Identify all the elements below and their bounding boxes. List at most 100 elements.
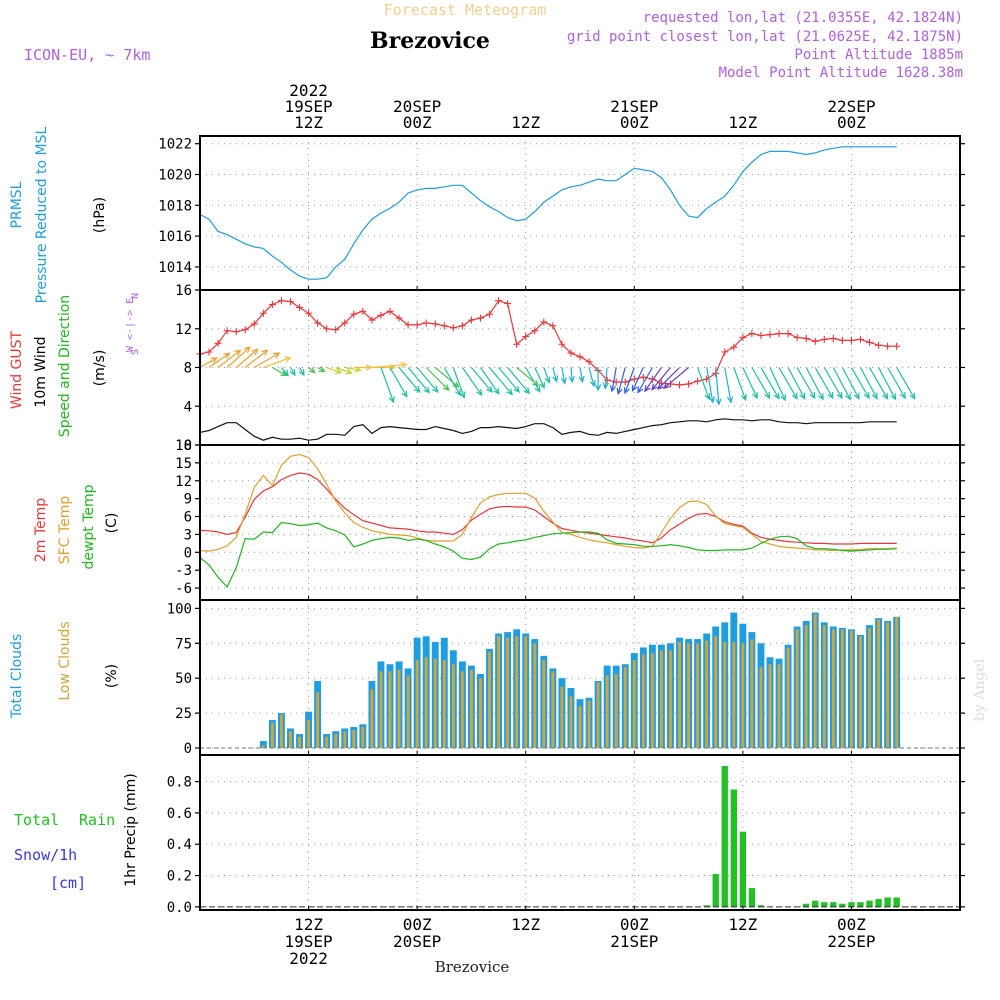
low-cloud-bar	[343, 731, 347, 749]
low-cloud-bar	[759, 667, 763, 749]
bottom-time-label: 12Z	[294, 915, 323, 934]
wind-arrow	[602, 367, 609, 390]
gust-point	[856, 335, 864, 343]
wind-arrow	[308, 366, 316, 374]
total-cloud-bar	[259, 741, 267, 749]
low-cloud-bar	[270, 722, 274, 749]
wind-arrow	[715, 367, 722, 406]
wind-arrow	[525, 367, 541, 393]
y-tick-label: 12	[175, 474, 192, 490]
gust-point	[549, 322, 557, 330]
gust-point	[811, 337, 819, 345]
requested-coords: requested lon,lat (21.0355E, 42.1824N)	[643, 10, 963, 26]
label-ms: (m/s)	[92, 350, 108, 387]
gust-point	[404, 321, 412, 329]
wind-arrow	[253, 352, 281, 369]
wind-arrow	[335, 366, 353, 375]
gust-point	[884, 342, 892, 350]
rain-bar	[839, 903, 846, 907]
meteogram-title: Forecast Meteogram	[384, 1, 547, 19]
low-cloud-bar	[460, 671, 464, 749]
wind-arrow	[706, 367, 715, 404]
wind-arrow	[498, 367, 520, 394]
gust-point	[223, 327, 231, 335]
label-wind-gust: Wind GUST	[9, 330, 25, 409]
low-cloud-bar	[605, 675, 609, 749]
temperature-panel: -6 -3 0 36 9 12 15 18	[175, 438, 965, 601]
wind-arrow	[244, 349, 269, 368]
wind-arrow	[534, 367, 545, 390]
gust-point	[205, 348, 213, 356]
rain-bar	[821, 902, 828, 907]
wind-arrow	[787, 367, 806, 400]
low-cloud-bar	[551, 671, 555, 749]
y-tick-label: 50	[175, 671, 192, 687]
series-wind-gust	[199, 299, 897, 386]
clouds-panel: 0 25 50 75 100	[167, 599, 965, 757]
low-cloud-bar	[488, 651, 491, 749]
low-cloud-bar	[261, 745, 265, 749]
wind-arrow	[832, 367, 851, 401]
low-cloud-bar	[813, 613, 817, 749]
gust-point	[793, 333, 801, 341]
precip-panel: 0.0 0.2 0.4 0.6 0.8	[167, 754, 965, 916]
wind-arrow	[751, 367, 771, 400]
gust-point	[449, 324, 457, 332]
rain-bar	[703, 905, 710, 907]
rain-bar	[712, 873, 719, 907]
low-cloud-bar	[406, 675, 410, 749]
gust-point	[368, 316, 376, 324]
gust-point	[504, 300, 512, 308]
y-tick-label: 0.8	[167, 775, 192, 791]
wind-arrow	[805, 367, 824, 401]
top-time-label: 00Z	[403, 113, 432, 132]
wind-arrow	[380, 367, 395, 404]
top-time-label: 20SEP	[393, 97, 441, 116]
low-cloud-bar	[388, 671, 392, 749]
label-prmsl: PRMSL	[9, 181, 25, 228]
gust-point	[838, 336, 846, 344]
wind-arrow	[371, 361, 408, 369]
bottom-time-label: 22SEP	[827, 932, 875, 951]
low-cloud-bar	[687, 643, 691, 749]
rain-bar	[875, 899, 882, 907]
wind-arrow	[289, 367, 296, 377]
wind-arrow	[217, 349, 242, 368]
y-tick-label: 8	[184, 361, 192, 377]
wind-arrow	[416, 367, 439, 394]
low-cloud-bar	[632, 660, 636, 749]
footer-location: Brezovice	[435, 958, 510, 976]
rain-bar	[757, 905, 765, 907]
wind-arrow	[552, 367, 559, 383]
gust-point	[458, 322, 466, 330]
low-cloud-bar	[596, 682, 600, 749]
gust-point	[802, 334, 810, 342]
gust-point	[332, 326, 340, 334]
label-total: Total	[14, 811, 59, 829]
top-time-label: 2022	[289, 81, 328, 100]
y-tick-label: -6	[175, 581, 192, 597]
wind-arrow	[637, 367, 653, 394]
low-cloud-bar	[533, 643, 537, 749]
low-cloud-bar	[506, 637, 510, 749]
gust-point	[305, 309, 313, 317]
wind-arrow	[651, 367, 671, 391]
wind-arrow	[814, 367, 834, 400]
y-tick-label: 4	[184, 399, 192, 415]
wind-arrow	[896, 367, 916, 400]
bottom-time-label: 00Z	[620, 915, 649, 934]
panel-frame	[199, 444, 961, 601]
rain-bar	[830, 902, 837, 907]
y-tick-label: 15	[175, 456, 192, 472]
wind-arrow	[631, 367, 644, 392]
wind-arrow	[326, 366, 343, 374]
gust-point	[277, 297, 285, 305]
gust-point	[323, 325, 331, 333]
gust-point	[522, 333, 530, 340]
rain-bar	[884, 897, 891, 907]
low-cloud-bar	[623, 667, 627, 749]
low-cloud-bar	[316, 692, 320, 749]
wind-arrow	[760, 367, 780, 400]
